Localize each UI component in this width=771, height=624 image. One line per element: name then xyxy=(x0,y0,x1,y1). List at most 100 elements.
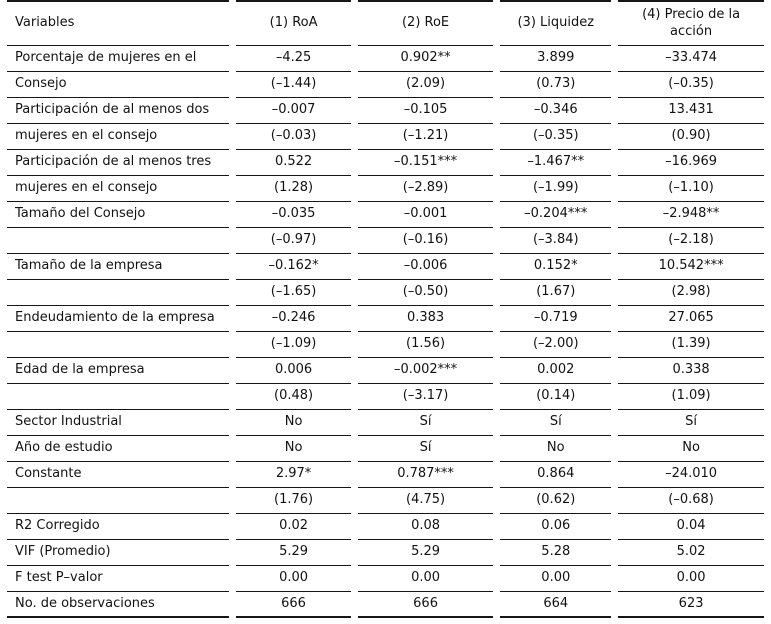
value-cell: 0.864 xyxy=(500,462,612,488)
value-cell: –1.467** xyxy=(500,150,612,176)
value-cell: 5.28 xyxy=(500,540,612,566)
table-row: No. de observaciones 666 666 664 623 xyxy=(7,592,764,618)
table-row: mujeres en el consejo (1.28) (–2.89) (–1.99… xyxy=(7,176,764,202)
variable-label: Consejo xyxy=(7,72,230,98)
value-cell: 3.899 xyxy=(500,46,612,72)
value-cell: –0.001 xyxy=(357,202,494,228)
value-cell: 0.04 xyxy=(618,514,764,540)
table-row: Constante 2.97* 0.787*** 0.864 –24.010 xyxy=(7,462,764,488)
variable-label: Participación de al menos tres xyxy=(7,150,230,176)
value-cell: (2.09) xyxy=(357,72,494,98)
table-row: (–0.97) (–0.16) (–3.84) (–2.18) xyxy=(7,228,764,254)
variable-label: mujeres en el consejo xyxy=(7,176,230,202)
variable-label: Endeudamiento de la empresa xyxy=(7,306,230,332)
table-row: R2 Corregido 0.02 0.08 0.06 0.04 xyxy=(7,514,764,540)
variable-label: Constante xyxy=(7,462,230,488)
value-cell: 0.02 xyxy=(236,514,351,540)
variable-label: Tamaño de la empresa xyxy=(7,254,230,280)
value-cell: 0.383 xyxy=(357,306,494,332)
value-cell: –0.002*** xyxy=(357,358,494,384)
value-cell: (1.76) xyxy=(236,488,351,514)
table-row: Participación de al menos dos –0.007 –0.10… xyxy=(7,98,764,124)
column-header-precio-accion: (4) Precio de la acción xyxy=(618,0,764,46)
value-cell: 623 xyxy=(618,592,764,618)
table-row: Año de estudio No Sí No No xyxy=(7,436,764,462)
value-cell: (–0.35) xyxy=(500,124,612,150)
table-row: Participación de al menos tres 0.522 –0.15… xyxy=(7,150,764,176)
value-cell: –0.346 xyxy=(500,98,612,124)
value-cell: –0.204*** xyxy=(500,202,612,228)
value-cell: (–3.17) xyxy=(357,384,494,410)
value-cell: (4.75) xyxy=(357,488,494,514)
value-cell: (0.90) xyxy=(618,124,764,150)
variable-label xyxy=(7,280,230,306)
value-cell: 0.902** xyxy=(357,46,494,72)
value-cell: (–2.18) xyxy=(618,228,764,254)
value-cell: –0.007 xyxy=(236,98,351,124)
table-row: Sector Industrial No Sí Sí Sí xyxy=(7,410,764,436)
table-row: F test P–valor 0.00 0.00 0.00 0.00 xyxy=(7,566,764,592)
value-cell: (–0.68) xyxy=(618,488,764,514)
value-cell: –24.010 xyxy=(618,462,764,488)
value-cell: –0.006 xyxy=(357,254,494,280)
value-cell: –4.25 xyxy=(236,46,351,72)
value-cell: –0.035 xyxy=(236,202,351,228)
value-cell: 5.29 xyxy=(236,540,351,566)
variable-label: Participación de al menos dos xyxy=(7,98,230,124)
value-cell: No xyxy=(500,436,612,462)
value-cell: (–1.99) xyxy=(500,176,612,202)
value-cell: –16.969 xyxy=(618,150,764,176)
variable-label xyxy=(7,228,230,254)
value-cell: (–1.65) xyxy=(236,280,351,306)
table-row: Consejo (–1.44) (2.09) (0.73) (–0.35) xyxy=(7,72,764,98)
table-row: (1.76) (4.75) (0.62) (–0.68) xyxy=(7,488,764,514)
value-cell: 666 xyxy=(236,592,351,618)
value-cell: –0.162* xyxy=(236,254,351,280)
table-row: Edad de la empresa 0.006 –0.002*** 0.002 0.3… xyxy=(7,358,764,384)
value-cell: 0.00 xyxy=(500,566,612,592)
table-row: (–1.09) (1.56) (–2.00) (1.39) xyxy=(7,332,764,358)
value-cell: 0.152* xyxy=(500,254,612,280)
value-cell: Sí xyxy=(500,410,612,436)
header-row: Variables (1) RoA (2) RoE (3) Liquidez (… xyxy=(7,0,764,46)
table-row: Endeudamiento de la empresa –0.246 0.383 –0… xyxy=(7,306,764,332)
value-cell: (–3.84) xyxy=(500,228,612,254)
value-cell: 13.431 xyxy=(618,98,764,124)
table-row: mujeres en el consejo (–0.03) (–1.21) (–0.3… xyxy=(7,124,764,150)
value-cell: (–1.10) xyxy=(618,176,764,202)
value-cell: Sí xyxy=(357,410,494,436)
table-row: VIF (Promedio) 5.29 5.29 5.28 5.02 xyxy=(7,540,764,566)
value-cell: –0.719 xyxy=(500,306,612,332)
value-cell: No xyxy=(618,436,764,462)
value-cell: 0.06 xyxy=(500,514,612,540)
value-cell: 666 xyxy=(357,592,494,618)
value-cell: (–1.21) xyxy=(357,124,494,150)
value-cell: (1.28) xyxy=(236,176,351,202)
variable-label: Tamaño del Consejo xyxy=(7,202,230,228)
variable-label: R2 Corregido xyxy=(7,514,230,540)
variable-label: Sector Industrial xyxy=(7,410,230,436)
variable-label xyxy=(7,384,230,410)
value-cell: No xyxy=(236,410,351,436)
value-cell: –0.151*** xyxy=(357,150,494,176)
variable-label xyxy=(7,488,230,514)
value-cell: 0.006 xyxy=(236,358,351,384)
value-cell: 5.29 xyxy=(357,540,494,566)
table-header: Variables (1) RoA (2) RoE (3) Liquidez (… xyxy=(7,0,764,46)
value-cell: (1.67) xyxy=(500,280,612,306)
value-cell: Sí xyxy=(357,436,494,462)
column-header-roe: (2) RoE xyxy=(357,0,494,46)
variable-label: mujeres en el consejo xyxy=(7,124,230,150)
variable-label: Edad de la empresa xyxy=(7,358,230,384)
variable-label: Porcentaje de mujeres en el xyxy=(7,46,230,72)
table-body: Porcentaje de mujeres en el –4.25 0.902** 3… xyxy=(7,46,764,618)
value-cell: 0.787*** xyxy=(357,462,494,488)
value-cell: (0.62) xyxy=(500,488,612,514)
value-cell: (–0.03) xyxy=(236,124,351,150)
table-row: (0.48) (–3.17) (0.14) (1.09) xyxy=(7,384,764,410)
table-row: Tamaño de la empresa –0.162* –0.006 0.152* 1… xyxy=(7,254,764,280)
value-cell: 0.00 xyxy=(357,566,494,592)
variable-label: VIF (Promedio) xyxy=(7,540,230,566)
